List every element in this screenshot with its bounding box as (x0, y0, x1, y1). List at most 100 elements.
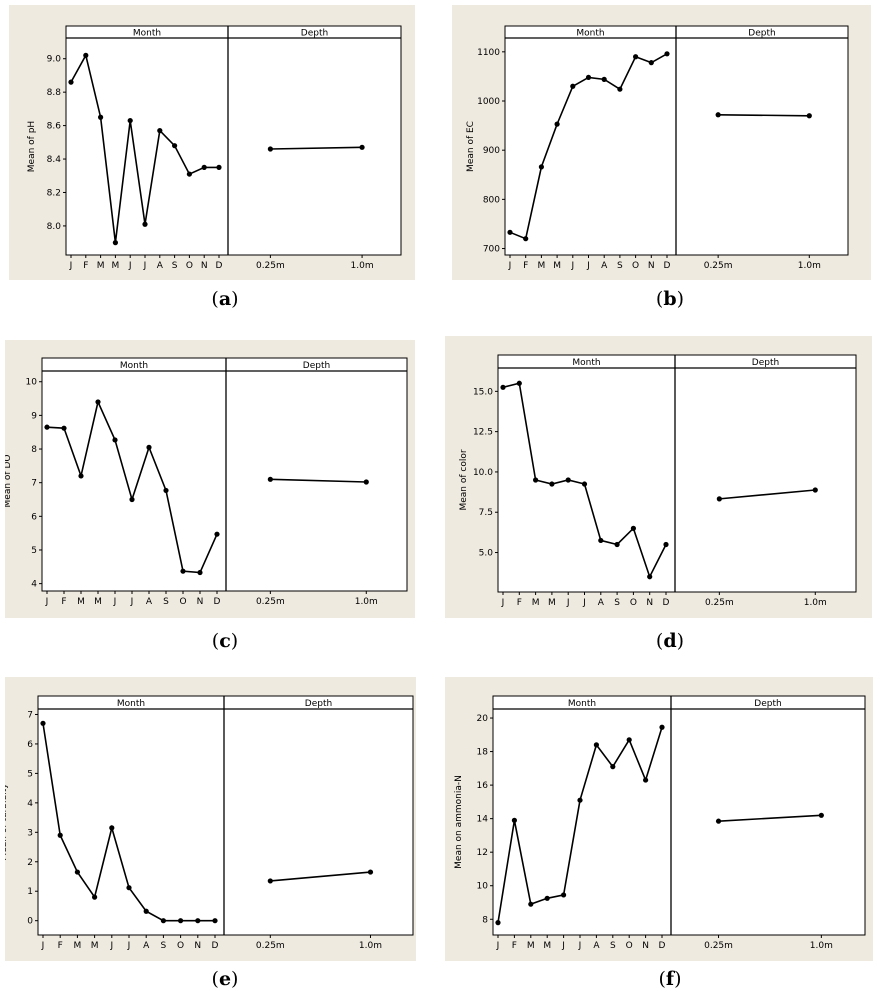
y-tick-label: 6 (31, 512, 37, 522)
y-tick-label: 8.2 (47, 188, 61, 198)
month-point-N (201, 164, 207, 170)
depth-point-1.0m (806, 113, 812, 119)
month-point-A (143, 908, 149, 914)
month-point-N (648, 60, 654, 66)
depth-series-line (718, 814, 822, 822)
plot-frame (65, 25, 402, 256)
y-axis-label: Mean on ammonia-N (454, 775, 464, 869)
month-point-M (533, 477, 539, 483)
y-tick-label: 15.0 (473, 387, 493, 397)
month-point-A (593, 742, 599, 748)
x-tick-label: M (94, 597, 102, 607)
chart-panel-c: Month Depth 4 5 6 7 8 9 10 Mean of DO J F M M J J A S O N D 0… (5, 340, 415, 618)
month-point-F (516, 380, 522, 386)
x-tick-label: N (646, 598, 653, 608)
y-tick-label: 7 (31, 479, 37, 489)
x-tick-label: F (523, 261, 528, 271)
chart-panel-a: Month Depth 8.0 8.2 8.4 8.6 8.8 9.0 Mean of pH J F… (9, 5, 415, 280)
x-tick-label: D (216, 261, 223, 271)
chart-svg: Month Depth 8 10 12 14 16 18 20 Mean on ammonia-N… (454, 695, 866, 951)
month-point-J (112, 437, 118, 443)
x-tick-label: J (496, 941, 500, 951)
x-tick-label: J (566, 598, 570, 608)
x-tick-label: N (648, 261, 655, 271)
y-tick-label: 14 (477, 815, 489, 825)
month-point-J (126, 885, 132, 891)
y-axis-label: Mean of turbidity (5, 783, 9, 861)
month-point-M (98, 114, 104, 120)
x-tick-label: 0.25m (256, 597, 285, 607)
y-tick-label: 8.6 (47, 122, 62, 132)
month-point-D (212, 918, 218, 924)
month-point-O (178, 918, 184, 924)
x-tick-label: A (593, 941, 600, 951)
strip-label-depth: Depth (748, 29, 775, 39)
month-point-S (614, 541, 620, 548)
depth-series-line (270, 146, 363, 150)
depth-point-1.0m (812, 487, 818, 493)
x-tick-label: J (578, 941, 582, 951)
x-tick-label: F (61, 597, 66, 607)
month-point-N (197, 569, 203, 576)
caption-b: (b) (655, 288, 685, 310)
depth-series-line (719, 489, 816, 500)
x-tick-label: J (113, 597, 117, 607)
month-point-J (581, 481, 588, 487)
x-tick-label: S (614, 598, 620, 608)
y-tick-label: 12 (477, 848, 488, 858)
chart-svg: Month Depth 4 5 6 7 8 9 10 Mean of DO J F M M J J A S O N D 0… (5, 357, 408, 607)
depth-point-1.0m (363, 479, 369, 485)
x-tick-label: J (109, 941, 113, 951)
month-point-F (61, 425, 67, 431)
month-point-J (570, 83, 576, 89)
x-tick-label: 1.0m (355, 597, 378, 607)
x-tick-label: D (214, 597, 221, 607)
x-tick-label: J (128, 261, 132, 271)
x-tick-label: M (543, 941, 551, 951)
x-tick-label: 0.25m (704, 261, 733, 271)
month-point-M (74, 869, 80, 875)
x-tick-label: 0.25m (705, 598, 734, 608)
month-point-S (617, 86, 623, 92)
y-tick-label: 4 (27, 799, 33, 809)
y-tick-label: 5 (31, 546, 37, 556)
x-tick-label: N (197, 597, 204, 607)
month-point-S (163, 487, 169, 494)
month-point-A (157, 128, 163, 134)
y-tick-label: 3 (27, 828, 33, 838)
x-tick-label: J (586, 261, 590, 271)
strip-label-month: Month (117, 699, 145, 709)
x-tick-label: F (83, 261, 88, 271)
y-tick-label: 20 (477, 714, 489, 724)
caption-e: (e) (211, 968, 239, 990)
depth-series-line (270, 871, 371, 882)
month-point-J (507, 229, 513, 235)
depth-point-1.0m (367, 869, 374, 875)
x-tick-label: M (538, 261, 546, 271)
plot-frame (492, 695, 866, 936)
x-tick-label: J (69, 261, 73, 271)
month-point-S (610, 764, 616, 770)
y-tick-label: 8.8 (47, 88, 62, 98)
x-tick-label: 0.25m (704, 941, 733, 951)
x-tick-label: O (632, 261, 639, 271)
strip-label-depth: Depth (301, 29, 328, 39)
depth-point-0.25m (715, 818, 722, 824)
y-tick-label: 8 (31, 445, 37, 455)
y-tick-label: 800 (483, 195, 500, 205)
month-point-N (647, 574, 653, 580)
y-tick-label: 6 (27, 740, 33, 750)
y-tick-label: 2 (27, 858, 33, 868)
x-tick-label: J (570, 261, 574, 271)
month-point-J (129, 496, 135, 503)
caption-c: (c) (211, 630, 239, 652)
x-tick-label: D (212, 941, 219, 951)
month-point-J (577, 797, 583, 803)
depth-point-1.0m (818, 812, 824, 818)
plot-frame (497, 354, 857, 593)
y-tick-label: 5 (27, 769, 33, 779)
chart-panel-b: Month Depth 700 800 900 1000 1100 Mean of EC J F M… (452, 5, 871, 280)
plot-frame (41, 357, 408, 592)
x-tick-label: S (617, 261, 623, 271)
